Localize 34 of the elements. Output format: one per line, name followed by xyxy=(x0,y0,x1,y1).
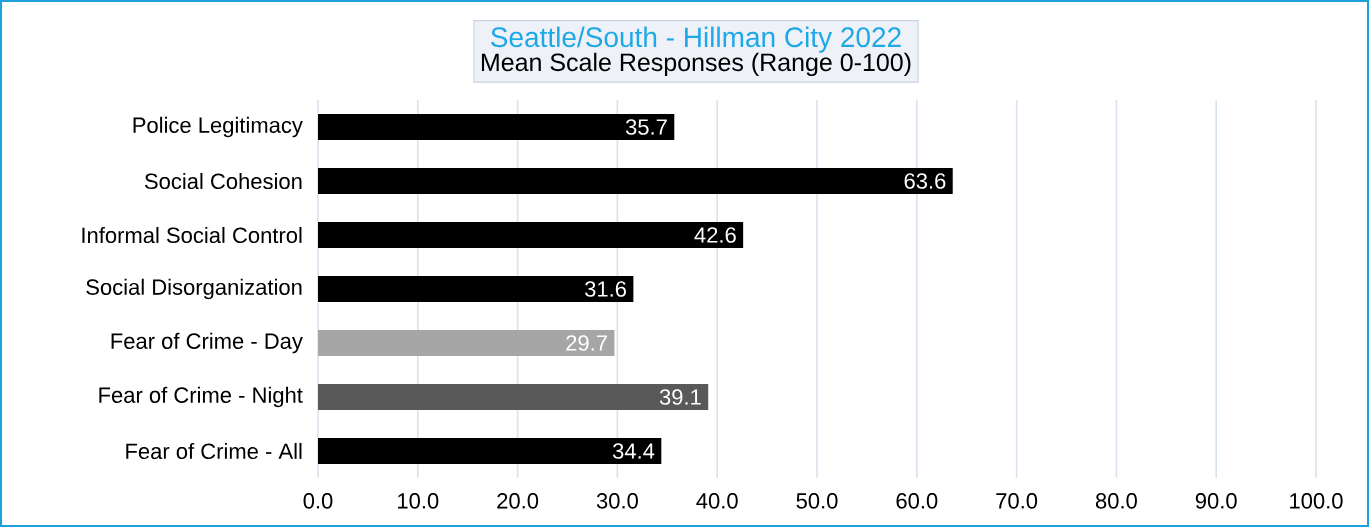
data-label: 29.7 xyxy=(566,335,607,351)
data-label: 35.7 xyxy=(625,119,667,135)
x-tick-label: 100.0 xyxy=(1290,493,1343,509)
y-tick-label: Social Disorganization xyxy=(86,278,302,300)
y-tick-label: Informal Social Control xyxy=(82,226,302,244)
bar xyxy=(318,114,675,141)
bar xyxy=(318,330,615,357)
bar xyxy=(318,384,709,411)
y-tick-label: Police Legitimacy xyxy=(133,116,303,138)
x-tick-label: 20.0 xyxy=(497,493,539,509)
data-label: 34.4 xyxy=(612,443,655,459)
y-tick-label: Fear of Crime - Day xyxy=(111,332,303,354)
data-label: 31.6 xyxy=(585,281,626,297)
x-tick-label: 40.0 xyxy=(696,493,738,509)
x-tick-label: 0.0 xyxy=(303,493,333,509)
x-tick-label: 90.0 xyxy=(1195,493,1237,509)
chart-title: Seattle/South - Hillman City 2022 xyxy=(491,26,901,53)
x-tick-label: 50.0 xyxy=(796,493,838,509)
x-tick-label: 10.0 xyxy=(398,493,439,509)
bar xyxy=(318,168,953,195)
bar xyxy=(318,438,662,465)
bar xyxy=(318,276,634,303)
y-tick-label: Fear of Crime - All xyxy=(126,442,302,460)
x-tick-label: 60.0 xyxy=(896,493,938,509)
bar xyxy=(318,222,744,249)
x-tick-label: 70.0 xyxy=(996,493,1038,509)
data-label: 42.6 xyxy=(694,227,736,243)
data-label: 63.6 xyxy=(904,173,946,189)
x-tick-label: 30.0 xyxy=(596,493,638,509)
y-tick-label: Fear of Crime - Night xyxy=(99,386,303,408)
data-label: 39.1 xyxy=(659,389,701,405)
chart-subtitle: Mean Scale Responses (Range 0-100) xyxy=(481,52,911,77)
x-tick-label: 80.0 xyxy=(1095,493,1137,509)
y-tick-label: Social Cohesion xyxy=(144,172,302,190)
